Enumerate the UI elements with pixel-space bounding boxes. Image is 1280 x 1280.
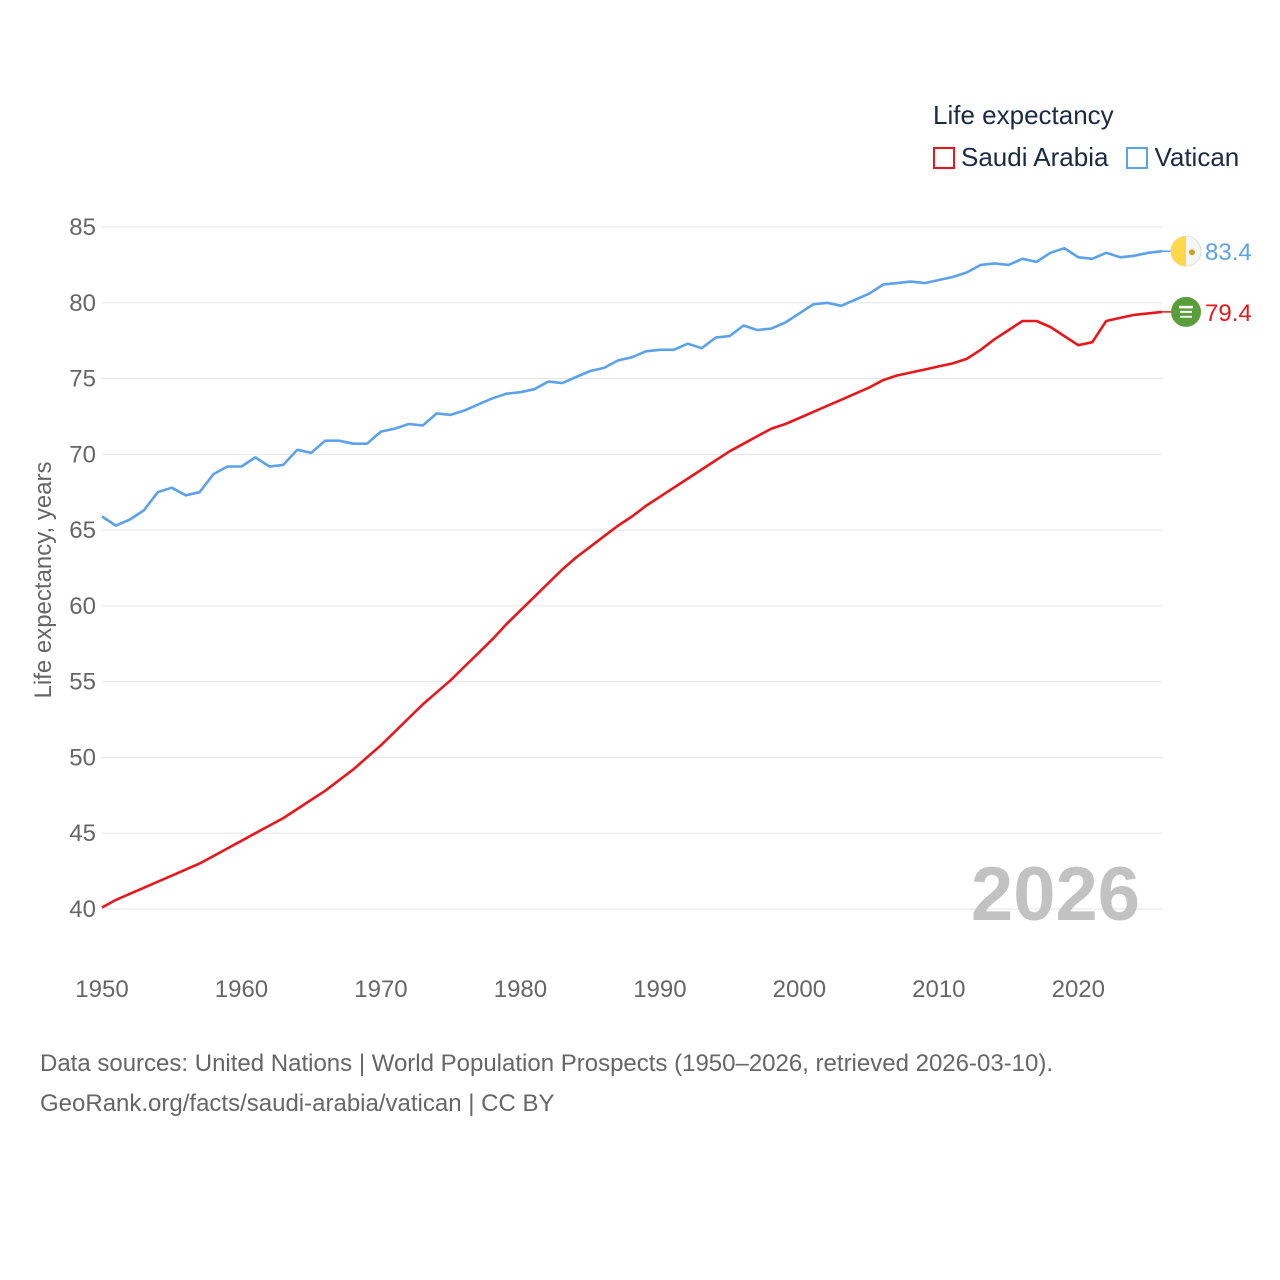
data-source-note: Data sources: United Nations | World Pop… xyxy=(40,1044,1053,1124)
x-tick-label-1990: 1990 xyxy=(633,976,686,1003)
legend-title: Life expectancy xyxy=(933,100,1114,130)
x-tick-label-1970: 1970 xyxy=(354,976,407,1003)
x-tick-label-1960: 1960 xyxy=(215,976,268,1003)
y-tick-label-85: 85 xyxy=(69,214,96,241)
y-axis-label: Life expectancy, years xyxy=(30,461,57,698)
series-line-vatican[interactable] xyxy=(101,246,1163,527)
x-tick-label-2010: 2010 xyxy=(912,976,965,1003)
end-value-label-saudi-arabia: 79.4 xyxy=(1205,300,1252,327)
y-axis: 40 45 50 55 60 65 70 75 80 85 xyxy=(69,214,96,923)
y-tick-label-40: 40 xyxy=(69,896,96,923)
series-end-markers: 79.4 83.4 xyxy=(1162,235,1252,327)
source-line-2[interactable]: GeoRank.org/facts/saudi-arabia/vatican |… xyxy=(40,1090,555,1117)
y-tick-label-65: 65 xyxy=(69,517,96,544)
y-tick-label-60: 60 xyxy=(69,593,96,620)
gridlines xyxy=(102,226,1162,910)
source-line-1: Data sources: United Nations | World Pop… xyxy=(40,1050,1054,1077)
life-expectancy-chart: 40 45 50 55 60 65 70 75 80 85 1950 1960 1970 1980 199… xyxy=(30,214,1252,1003)
series-lines xyxy=(101,246,1163,909)
legend-swatch-vatican xyxy=(1126,146,1149,169)
y-tick-label-45: 45 xyxy=(69,820,96,847)
end-value-label-vatican: 83.4 xyxy=(1205,239,1252,266)
legend-label-saudi-arabia: Saudi Arabia xyxy=(961,142,1109,172)
x-tick-label-2020: 2020 xyxy=(1052,976,1105,1003)
flag-saudi-arabia-icon xyxy=(1171,296,1201,327)
y-tick-label-50: 50 xyxy=(69,744,96,771)
x-tick-label-1980: 1980 xyxy=(494,976,547,1003)
x-tick-label-2000: 2000 xyxy=(773,976,826,1003)
series-line-saudi-arabia[interactable] xyxy=(101,310,1163,909)
y-tick-label-55: 55 xyxy=(69,669,96,696)
legend-swatch-saudi-arabia xyxy=(933,146,955,169)
legend-item-saudi-arabia[interactable]: Saudi Arabia xyxy=(933,142,1108,173)
y-tick-label-75: 75 xyxy=(69,366,96,393)
legend-item-vatican[interactable]: Vatican xyxy=(1126,142,1239,173)
legend-label-vatican: Vatican xyxy=(1154,142,1240,172)
flag-vatican-icon xyxy=(1170,235,1202,267)
y-tick-label-70: 70 xyxy=(69,441,96,468)
y-tick-label-80: 80 xyxy=(69,290,96,317)
x-tick-label-1950: 1950 xyxy=(75,976,128,1003)
year-watermark: 2026 xyxy=(971,852,1140,937)
legend: Saudi Arabia Vatican xyxy=(933,142,1257,173)
x-axis: 1950 1960 1970 1980 1990 2000 2010 2020 xyxy=(75,976,1105,1003)
